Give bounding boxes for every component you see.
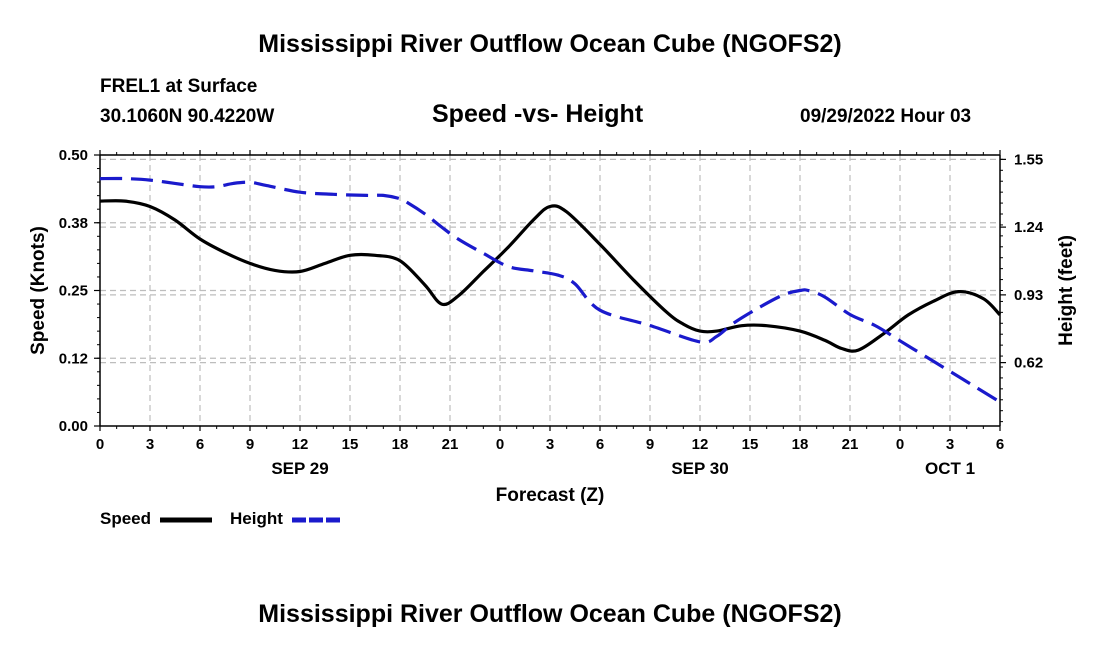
x-tick-label: 6 xyxy=(596,436,604,453)
chart-subtitle: Speed -vs- Height xyxy=(432,100,644,128)
date-label: SEP 30 xyxy=(671,459,728,478)
footer-title: Mississippi River Outflow Ocean Cube (NG… xyxy=(258,600,842,628)
legend-speed-label: Speed xyxy=(100,509,152,528)
x-axis-title: Forecast (Z) xyxy=(496,485,605,506)
x-tick-label: 0 xyxy=(96,436,104,453)
y-tick-label: 0.25 xyxy=(59,283,88,300)
x-tick-label: 18 xyxy=(792,436,809,453)
y-tick-label: 0.12 xyxy=(59,350,88,367)
y2-tick-label: 1.24 xyxy=(1014,219,1044,236)
x-tick-label: 15 xyxy=(742,436,759,453)
x-tick-label: 12 xyxy=(692,436,709,453)
x-tick-label: 9 xyxy=(646,436,654,453)
x-tick-label: 21 xyxy=(442,436,459,453)
height-series-line xyxy=(99,176,1001,404)
x-tick-label: 3 xyxy=(946,436,954,453)
x-tick-label: 21 xyxy=(842,436,859,453)
station-coordinates: 30.1060N 90.4220W xyxy=(100,106,275,127)
station-label: FREL1 at Surface xyxy=(100,76,258,97)
speed-series-line xyxy=(99,199,1002,353)
x-tick-label: 18 xyxy=(392,436,409,453)
y-axis-title: Speed (Knots) xyxy=(28,226,49,355)
x-tick-label: 15 xyxy=(342,436,359,453)
y2-tick-label: 0.62 xyxy=(1014,355,1043,372)
x-tick-label: 12 xyxy=(292,436,309,453)
y-tick-label: 0.00 xyxy=(59,418,88,435)
forecast-datetime: 09/29/2022 Hour 03 xyxy=(800,106,972,127)
x-tick-label: 9 xyxy=(246,436,254,453)
x-tick-label: 6 xyxy=(996,436,1004,453)
y2-tick-label: 0.93 xyxy=(1014,287,1043,304)
x-tick-label: 3 xyxy=(546,436,554,453)
y-tick-label: 0.38 xyxy=(59,215,88,232)
x-tick-label: 6 xyxy=(196,436,204,453)
date-label: SEP 29 xyxy=(271,459,328,478)
y2-axis-title: Height (feet) xyxy=(1056,235,1077,346)
legend-height-label: Height xyxy=(230,509,283,528)
y2-tick-label: 1.55 xyxy=(1014,151,1043,168)
x-tick-label: 0 xyxy=(896,436,904,453)
x-tick-label: 3 xyxy=(146,436,154,453)
y-tick-label: 0.50 xyxy=(59,147,88,164)
date-label: OCT 1 xyxy=(925,459,975,478)
page-title: Mississippi River Outflow Ocean Cube (NG… xyxy=(258,30,842,58)
x-tick-label: 0 xyxy=(496,436,504,453)
